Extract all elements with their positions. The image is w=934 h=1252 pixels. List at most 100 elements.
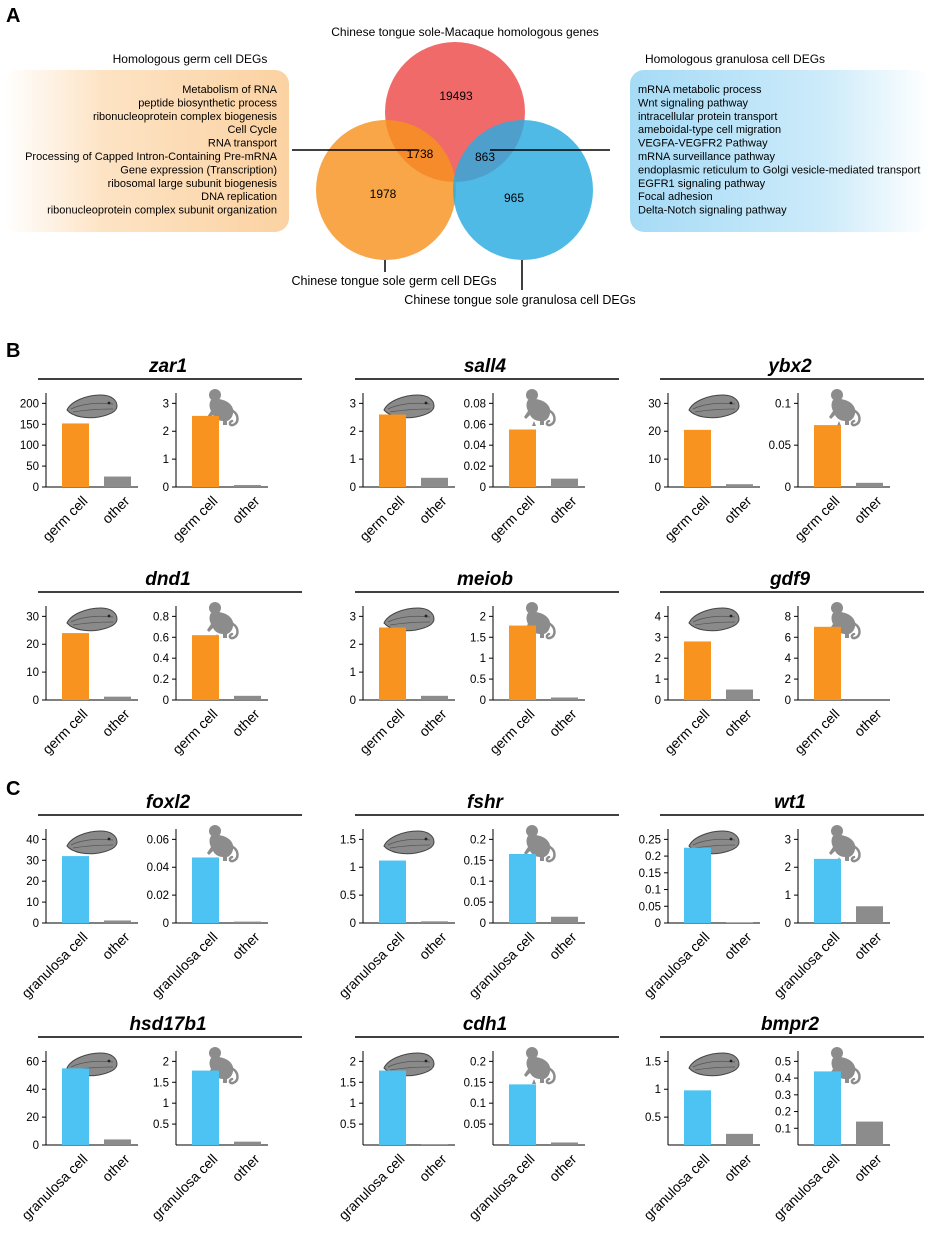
y-tick-label: 1 (480, 653, 486, 665)
category-label: other (851, 493, 885, 527)
category-label: other (721, 706, 755, 740)
category-label: germ cell (356, 493, 407, 544)
y-tick-label: 3 (655, 632, 661, 644)
bar-other (421, 477, 448, 487)
y-tick-label: 0 (655, 918, 661, 930)
bar-granulosa-cell (509, 854, 536, 923)
y-tick-label: 30 (648, 398, 661, 410)
y-tick-label: 3 (785, 834, 791, 846)
germ-terms-box (4, 70, 289, 232)
venn-count-homolog-only: 19493 (439, 89, 473, 103)
bar-chart-hsd17b1-macaque: 0.5 1 1.5 2 granulosa cell other (148, 1047, 268, 1223)
granulosa-term-item: Delta-Notch signaling pathway (638, 205, 787, 217)
germ-term-item: Cell Cycle (227, 124, 277, 136)
y-tick-label: 10 (26, 667, 39, 679)
category-label: other (99, 493, 133, 527)
y-tick-label: 0 (163, 695, 169, 707)
category-label: germ cell (791, 493, 842, 544)
gene-title: hsd17b1 (129, 1014, 206, 1035)
macaque-icon (524, 825, 556, 863)
category-label: other (416, 929, 450, 963)
macaque-icon (524, 602, 556, 640)
category-label: other (416, 493, 450, 527)
category-label: germ cell (661, 493, 712, 544)
y-tick-label: 1.5 (645, 1056, 661, 1068)
gene-title: foxl2 (146, 792, 191, 813)
panel-label-a: A (6, 5, 20, 27)
macaque-icon (829, 389, 861, 427)
y-tick-label: 0 (785, 695, 791, 707)
bar-other (421, 1144, 448, 1145)
y-tick-label: 40 (26, 1084, 39, 1096)
category-label: granulosa cell (770, 929, 842, 1001)
bar-other (856, 1121, 883, 1145)
y-tick-label: 0 (655, 482, 661, 494)
category-label: granulosa cell (18, 1151, 90, 1223)
granulosa-term-item: endoplasmic reticulum to Golgi vesicle-m… (638, 164, 920, 176)
y-tick-label: 8 (785, 611, 791, 623)
category-label: other (99, 929, 133, 963)
y-tick-label: 1 (785, 890, 791, 902)
bar-chart-bmpr2-macaque: 0.1 0.2 0.3 0.4 0.5 granulosa cell other (770, 1047, 890, 1223)
y-tick-label: 0 (350, 918, 356, 930)
y-tick-label: 30 (26, 855, 39, 867)
bar-other (856, 906, 883, 923)
gene-title: sall4 (464, 356, 507, 377)
granulosa-terms-box (630, 70, 930, 232)
granulosa-term-item: mRNA surveillance pathway (638, 151, 775, 163)
y-tick-label: 0.06 (147, 834, 169, 846)
bar-germ-cell (379, 627, 406, 700)
y-tick-label: 0.2 (470, 834, 486, 846)
category-label: granulosa cell (335, 1151, 407, 1223)
y-tick-label: 0.02 (464, 461, 486, 473)
y-tick-label: 1.5 (470, 632, 486, 644)
y-tick-label: 0.5 (340, 1119, 356, 1131)
y-tick-label: 2 (785, 862, 791, 874)
y-tick-label: 2 (350, 1056, 356, 1068)
germ-term-item: Gene expression (Transcription) (120, 164, 277, 176)
germ-term-item: ribonucleoprotein complex biogenesis (93, 111, 278, 123)
tongue-sole-fish-icon (383, 607, 435, 632)
bar-germ-cell (192, 635, 219, 700)
category-label: granulosa cell (335, 929, 407, 1001)
category-label: other (851, 706, 885, 740)
y-tick-label: 0.2 (775, 1107, 791, 1119)
venn-circle-granulosa (453, 120, 593, 260)
category-label: other (229, 1151, 263, 1185)
y-tick-label: 0.4 (153, 653, 170, 665)
y-tick-label: 1 (350, 454, 356, 466)
tongue-sole-fish-icon (66, 607, 118, 632)
panel-label-c: C (6, 778, 20, 800)
tongue-sole-fish-icon (688, 1052, 740, 1077)
y-tick-label: 0 (33, 482, 39, 494)
category-label: other (229, 706, 263, 740)
y-tick-label: 30 (26, 611, 39, 623)
y-tick-label: 0.5 (340, 890, 356, 902)
y-tick-label: 0 (480, 918, 486, 930)
granulosa-term-item: Focal adhesion (638, 191, 713, 203)
tongue-sole-fish-icon (66, 830, 118, 855)
bar-germ-cell (814, 626, 841, 700)
bar-granulosa-cell (192, 857, 219, 923)
bar-germ-cell (62, 633, 89, 700)
y-tick-label: 0.4 (775, 1073, 792, 1085)
macaque-icon (524, 389, 556, 427)
bar-other (726, 689, 753, 700)
category-label: other (229, 929, 263, 963)
y-tick-label: 0.1 (470, 876, 486, 888)
y-tick-label: 1 (350, 862, 356, 874)
category-label: other (851, 1151, 885, 1185)
y-tick-label: 40 (26, 834, 39, 846)
y-tick-label: 2 (655, 653, 661, 665)
y-tick-label: 0.1 (470, 1098, 486, 1110)
y-tick-label: 2 (163, 426, 169, 438)
category-label: germ cell (169, 493, 220, 544)
y-tick-label: 1 (163, 454, 169, 466)
granulosa-term-item: intracellular protein transport (638, 111, 777, 123)
y-tick-label: 150 (20, 419, 39, 431)
y-tick-label: 0.02 (147, 890, 169, 902)
y-tick-label: 4 (655, 611, 662, 623)
